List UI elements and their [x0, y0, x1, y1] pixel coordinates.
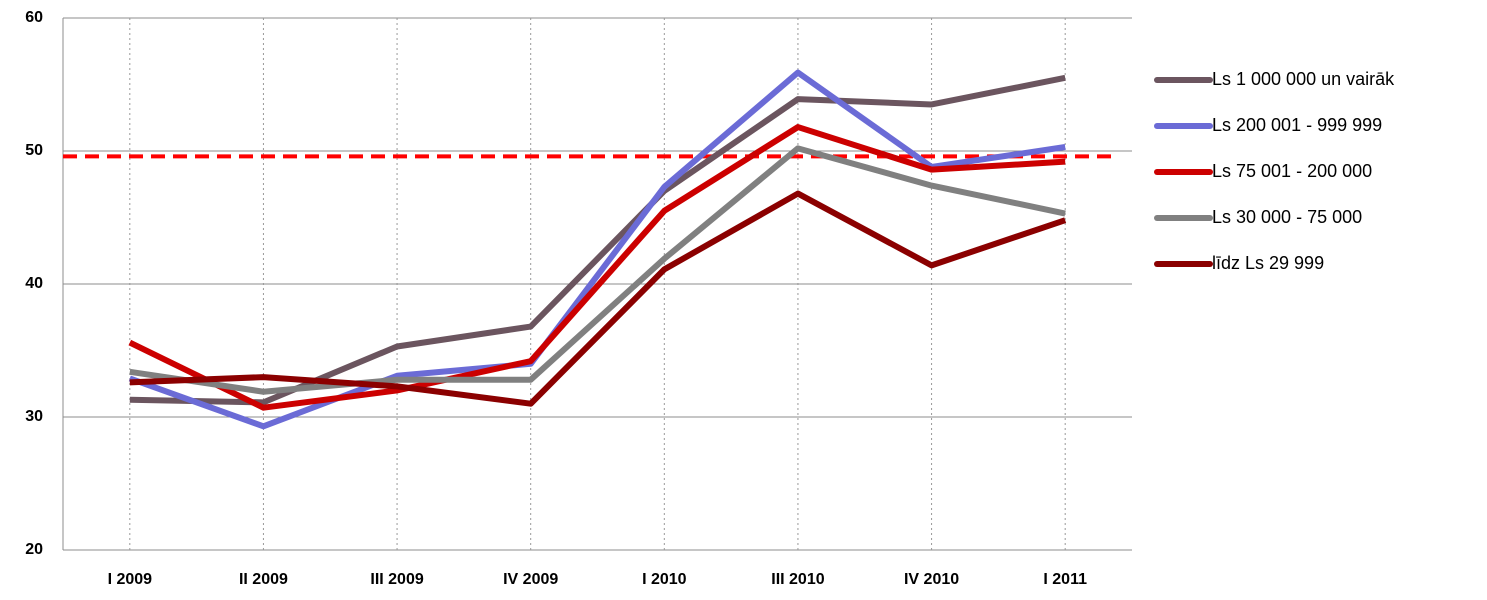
x-tick-label: IV 2009 [503, 571, 558, 588]
y-tick-label: 60 [25, 9, 43, 26]
x-tick-label: IV 2010 [904, 571, 959, 588]
legend-label: Ls 30 000 - 75 000 [1212, 207, 1362, 227]
series-line [129, 190, 1067, 407]
x-tick-label: III 2010 [771, 571, 824, 588]
legend-label: līdz Ls 29 999 [1212, 253, 1324, 273]
series-line [128, 69, 1066, 430]
y-tick-label: 50 [25, 142, 43, 159]
x-tick-label: I 2011 [1043, 571, 1087, 588]
legend-label: Ls 1 000 000 un vairāk [1212, 69, 1395, 89]
series-line [128, 124, 1066, 411]
x-tick-label: III 2009 [370, 571, 423, 588]
x-tick-label: II 2009 [239, 571, 288, 588]
legend-label: Ls 200 001 - 999 999 [1212, 115, 1382, 135]
series-line [129, 145, 1066, 395]
x-tick-label: I 2009 [108, 571, 153, 588]
series-line [129, 74, 1066, 406]
legend-label: Ls 75 001 - 200 000 [1212, 161, 1372, 181]
y-tick-label: 40 [25, 275, 43, 292]
x-tick-label: I 2010 [642, 571, 687, 588]
y-tick-label: 30 [25, 408, 43, 425]
y-tick-label: 20 [25, 541, 43, 558]
